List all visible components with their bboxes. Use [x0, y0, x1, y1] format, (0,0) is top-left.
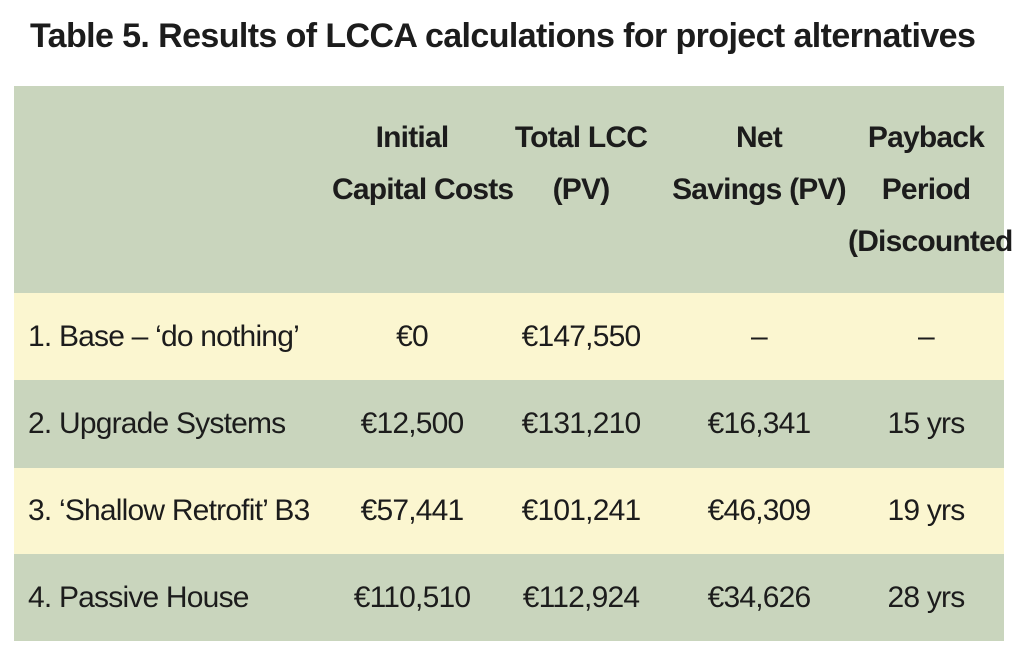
net-savings-value: €16,341 — [707, 407, 812, 440]
row-label: 3. ‘Shallow Retrofit’ B3 — [28, 494, 310, 527]
net-savings-value: €46,309 — [707, 494, 812, 527]
initial-capital-cost-value: €12,500 — [360, 407, 465, 440]
table-row: 4. Passive House €110,510 €112,924 €34,6… — [14, 554, 1004, 641]
total-lcc-value: €147,550 — [521, 319, 642, 353]
table-title: Table 5. Results of LCCA calculations fo… — [30, 17, 976, 55]
total-lcc-value: €112,924 — [522, 580, 640, 614]
row-label: 4. Passive House — [28, 580, 249, 614]
payback-period-value: 28 yrs — [887, 580, 966, 614]
header-initial-capital-costs: Initial Capital Costs — [332, 121, 514, 206]
table-header-row: Initial Capital Costs Total LCC (PV) Net… — [14, 86, 1012, 293]
total-lcc-value: €131,210 — [521, 407, 642, 440]
header-payback-period: Payback Period (Discounted) — [848, 121, 1012, 258]
table-row: 3. ‘Shallow Retrofit’ B3 €57,441 €101,24… — [14, 468, 1004, 554]
table-row: 2. Upgrade Systems €12,500 €131,210 €16,… — [14, 380, 1004, 468]
row-label: 1. Base – ‘do nothing’ — [28, 319, 300, 353]
table-row: 1. Base – ‘do nothing’ €0 €147,550 – – — [14, 293, 1004, 380]
row-label: 2. Upgrade Systems — [28, 407, 286, 440]
results-table: Initial Capital Costs Total LCC (PV) Net… — [14, 86, 1012, 641]
header-net-savings: Net Savings (PV) — [672, 121, 847, 206]
payback-period-value: 19 yrs — [887, 494, 966, 527]
payback-period-value: – — [918, 319, 935, 353]
net-savings-value: – — [751, 319, 768, 353]
initial-capital-cost-value: €0 — [396, 319, 429, 353]
header-total-lcc: Total LCC (PV) — [514, 121, 648, 206]
initial-capital-cost-value: €57,441 — [360, 494, 465, 527]
payback-period-value: 15 yrs — [887, 407, 966, 440]
net-savings-value: €34,626 — [707, 580, 812, 614]
initial-capital-cost-value: €110,510 — [353, 580, 471, 614]
total-lcc-value: €101,241 — [521, 494, 642, 527]
